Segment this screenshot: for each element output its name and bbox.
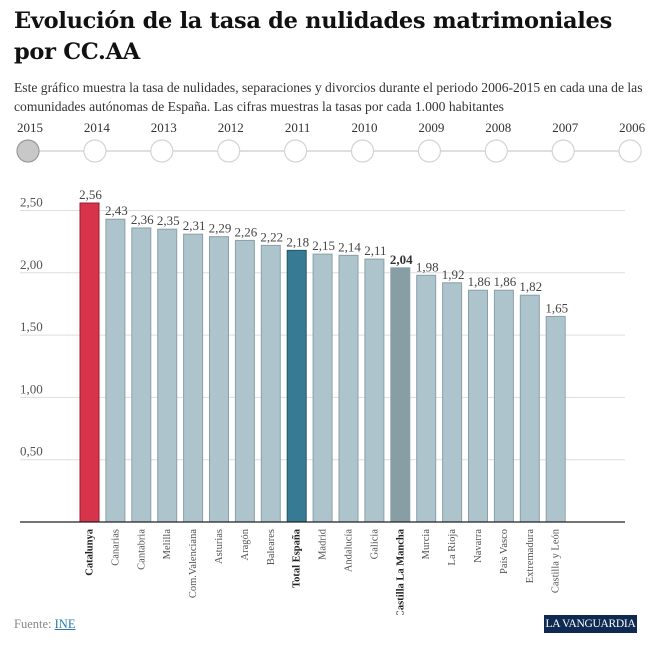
category-label: Andalucía — [344, 529, 355, 572]
year-dot-2009[interactable] — [417, 139, 441, 163]
category-label: Baleares — [266, 529, 277, 565]
bar-baleares[interactable] — [260, 244, 281, 523]
y-tick-label: 1,50 — [20, 319, 43, 334]
value-label: 1,86 — [494, 274, 517, 289]
bar-catalunya[interactable] — [79, 202, 100, 523]
year-dot-2013[interactable] — [150, 139, 174, 163]
value-label: 2,56 — [79, 187, 102, 202]
bar-cantabria[interactable] — [131, 227, 152, 523]
timeline-svg: 2015 2014 2013 2012 2011 2010 2009 2008 2007 2006 — [16, 120, 646, 163]
bar-galicia[interactable] — [364, 258, 385, 523]
value-label: 2,11 — [364, 243, 386, 258]
source-label: Fuente: — [14, 617, 52, 631]
value-label: 1,98 — [416, 259, 439, 274]
bar-madrid[interactable] — [312, 253, 333, 523]
y-tick-label: 2,00 — [20, 257, 43, 272]
bar-com-valenciana[interactable] — [183, 233, 204, 523]
year-dot-2014[interactable] — [83, 139, 107, 163]
bar-castilla-y-le-n[interactable] — [545, 315, 566, 523]
category-label: Castilla La Mancha — [395, 528, 406, 615]
value-label: 2,04 — [390, 252, 413, 267]
bar-andaluc-a[interactable] — [338, 254, 359, 523]
value-label: 2,31 — [183, 218, 206, 233]
category-label: Madrid — [318, 528, 329, 560]
category-label: Cantabria — [136, 529, 147, 570]
year-label-2006: 2006 — [619, 120, 646, 135]
category-label: Catalunya — [85, 528, 96, 575]
category-label: Castilla y León — [551, 528, 562, 593]
category-label: País Vasco — [499, 529, 510, 574]
category-label: Murcia — [421, 529, 432, 560]
year-label-2010: 2010 — [352, 120, 378, 135]
bar-castilla-la-mancha[interactable] — [390, 267, 411, 523]
year-label-2015: 2015 — [17, 120, 43, 135]
year-label-2007: 2007 — [552, 120, 579, 135]
year-dot-2007[interactable] — [551, 139, 575, 163]
y-tick-label: 1,00 — [20, 381, 43, 396]
category-label: Aragón — [240, 528, 251, 560]
year-dot-2008[interactable] — [484, 139, 508, 163]
bar-navarra[interactable] — [468, 289, 488, 523]
bar-arag-n[interactable] — [234, 239, 255, 523]
bar-chart: 0,50 1,00 1,50 2,00 2,50 2,56 Catalunya 2,43 Can… — [20, 187, 625, 615]
value-label: 1,82 — [519, 279, 542, 294]
value-label: 2,26 — [235, 224, 258, 239]
year-label-2011: 2011 — [285, 120, 311, 135]
value-label: 1,65 — [545, 300, 568, 315]
year-label-2009: 2009 — [418, 120, 444, 135]
year-label-2008: 2008 — [485, 120, 511, 135]
y-tick-label: 2,50 — [20, 195, 43, 210]
year-dot-2015[interactable] — [16, 139, 40, 163]
la-vanguardia-logo: LA VANGUARDIA — [544, 615, 637, 633]
value-label: 2,43 — [105, 203, 128, 218]
value-label: 1,86 — [468, 274, 491, 289]
year-dot-2012[interactable] — [217, 139, 241, 163]
bar-asturias[interactable] — [209, 236, 229, 523]
bar-la-rioja[interactable] — [442, 282, 463, 523]
bar-pa-s-vasco[interactable] — [493, 289, 514, 523]
bar-extremadura[interactable] — [519, 294, 540, 523]
source-link[interactable]: INE — [54, 617, 76, 631]
category-label: Canarias — [110, 529, 121, 566]
bar-murcia[interactable] — [416, 274, 437, 523]
category-label: Navarra — [473, 529, 484, 563]
year-dot-2011[interactable] — [284, 139, 308, 163]
category-label: Asturias — [214, 529, 225, 564]
value-label: 2,18 — [286, 234, 309, 249]
category-label: Extremadura — [525, 529, 536, 584]
chart-title: Evolución de la tasa de nulidades matrim… — [14, 8, 612, 65]
value-label: 2,36 — [131, 212, 154, 227]
year-label-2013: 2013 — [151, 120, 177, 135]
value-label: 2,14 — [338, 239, 361, 254]
year-timeline: 2015 2014 2013 2012 2011 2010 2009 2008 2007 2006 — [0, 115, 659, 170]
source-note: Fuente: INE — [14, 617, 75, 632]
value-label: 2,35 — [157, 213, 180, 228]
year-label-2014: 2014 — [84, 120, 111, 135]
category-label: Com.Valenciana — [188, 529, 199, 598]
category-label: Galicia — [369, 529, 380, 560]
chart-subtitle: Este gráfico muestra la tasa de nulidade… — [14, 80, 643, 114]
category-label: La Rioja — [447, 529, 458, 566]
year-label-2012: 2012 — [218, 120, 244, 135]
value-label: 1,92 — [442, 267, 465, 282]
bar-melilla[interactable] — [157, 228, 178, 523]
bar-total-espa-a[interactable] — [286, 249, 307, 523]
y-tick-label: 0,50 — [20, 444, 43, 459]
year-dot-2010[interactable] — [350, 139, 375, 163]
bar-canarias[interactable] — [105, 218, 126, 523]
value-label: 2,22 — [260, 229, 283, 244]
year-dot-2006[interactable] — [618, 139, 642, 163]
category-label: Melilla — [162, 529, 173, 560]
value-label: 2,29 — [209, 221, 232, 236]
category-label: Total España — [292, 528, 303, 588]
value-label: 2,15 — [312, 238, 335, 253]
